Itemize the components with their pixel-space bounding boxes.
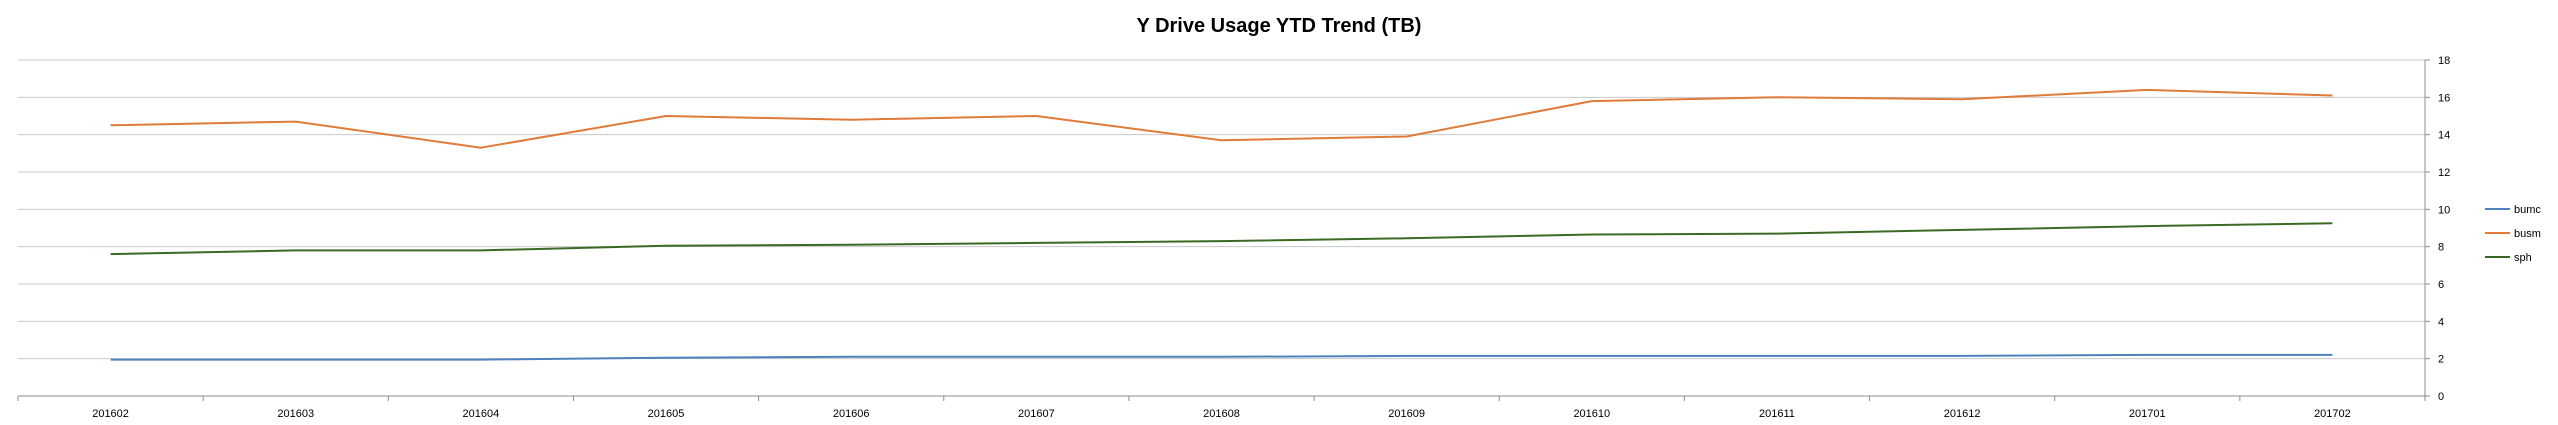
x-tick-label: 201602 [92, 408, 129, 420]
y-tick-label: 8 [2438, 242, 2444, 254]
x-tick-label: 201605 [648, 408, 685, 420]
x-tick-label: 201603 [277, 408, 314, 420]
x-tick-label: 201609 [1388, 408, 1425, 420]
x-tick-label: 201611 [1759, 408, 1795, 420]
series-lines [110, 88, 2333, 361]
y-tick-label: 2 [2438, 354, 2444, 366]
y-tick-label: 12 [2438, 167, 2450, 179]
x-tick-label: 201610 [1573, 408, 1610, 420]
y-tick-label: 4 [2438, 316, 2444, 328]
x-tick-label: 201702 [2314, 408, 2351, 420]
x-tick-label: 201701 [2129, 408, 2166, 420]
y-tick-label: 14 [2438, 130, 2450, 142]
legend-label-sph: sph [2514, 252, 2532, 264]
legend-label-busm: busm [2514, 228, 2541, 240]
x-tick-label: 201604 [463, 408, 500, 420]
axes: 0 2 4 6 8 10 12 14 16 18 201602 201603 201604 201605 2… [17, 55, 2450, 420]
legend-label-bumc: bumc [2514, 204, 2541, 216]
series-line-sph [110, 222, 2333, 256]
y-tick-label: 0 [2438, 391, 2444, 403]
gridlines [18, 59, 2425, 360]
y-tick-label: 18 [2438, 55, 2450, 67]
legend: bumc busm sph [2485, 204, 2541, 264]
series-line-busm [110, 88, 2333, 149]
x-tick-label: 201607 [1018, 408, 1055, 420]
y-tick-label: 16 [2438, 92, 2450, 104]
x-tick-label: 201606 [833, 408, 870, 420]
y-tick-label: 6 [2438, 279, 2444, 291]
chart-title: Y Drive Usage YTD Trend (TB) [1137, 15, 1422, 37]
x-tick-label: 201608 [1203, 408, 1240, 420]
y-tick-label: 10 [2438, 204, 2450, 216]
series-line-bumc [110, 353, 2333, 361]
x-tick-label: 201612 [1944, 408, 1981, 420]
